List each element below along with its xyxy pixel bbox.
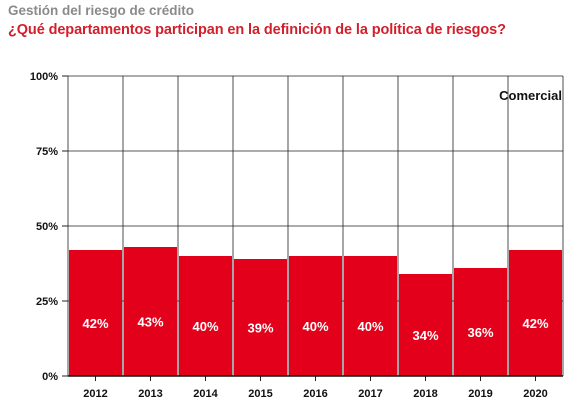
chart-supertitle: Gestión del riesgo de crédito — [8, 3, 195, 18]
bar-value-label: 39% — [247, 321, 273, 336]
x-tick-label: 2018 — [413, 388, 437, 400]
x-tick-label: 2015 — [248, 388, 272, 400]
x-tick-label: 2017 — [358, 388, 382, 400]
y-tick-label: 75% — [36, 146, 58, 158]
bar-2017 — [344, 256, 397, 376]
x-tick-label: 2014 — [193, 388, 218, 400]
bar-2019 — [454, 268, 507, 376]
bar-value-label: 34% — [412, 328, 438, 343]
bar-2014 — [179, 256, 232, 376]
bar-value-label: 36% — [467, 325, 493, 340]
bar-2020 — [509, 250, 562, 376]
chart-header: Gestión del riesgo de crédito ¿Qué depar… — [8, 2, 568, 40]
y-tick-label: 50% — [36, 221, 58, 233]
bar-2015 — [234, 259, 287, 376]
x-tick-label: 2019 — [468, 388, 492, 400]
x-tick-label: 2020 — [523, 388, 547, 400]
x-tick-label: 2016 — [303, 388, 327, 400]
bar-value-label: 40% — [302, 319, 328, 334]
y-tick-label: 0% — [42, 371, 58, 383]
bar-value-label: 42% — [82, 316, 108, 331]
x-tick-label: 2013 — [138, 388, 162, 400]
bar-2013 — [124, 247, 177, 376]
bar-value-label: 43% — [137, 315, 163, 330]
y-tick-label: 100% — [30, 71, 58, 83]
bar-2012 — [69, 250, 122, 376]
bar-value-label: 42% — [522, 316, 548, 331]
chart-title: ¿Qué departamentos participan en la defi… — [8, 22, 506, 38]
bar-2018 — [399, 274, 452, 376]
bar-value-label: 40% — [192, 319, 218, 334]
axis-layer: 0% 25% 50% 75% 100% 2012 2013 2014 2015 2016 2017 2… — [30, 71, 563, 400]
bar-value-label: 40% — [357, 319, 383, 334]
x-tick-label: 2012 — [83, 388, 107, 400]
bars-layer: 42% 43% 40% 39% 40% 40% 34% 36% 42% — [69, 247, 562, 376]
bar-2016 — [289, 256, 342, 376]
panel-label-comercial: Comercial — [499, 88, 562, 103]
y-tick-label: 25% — [36, 296, 58, 308]
